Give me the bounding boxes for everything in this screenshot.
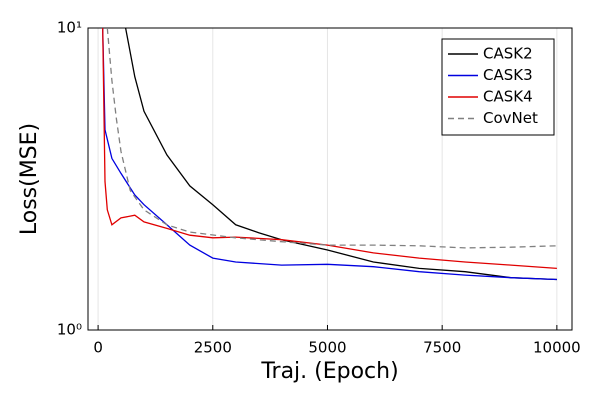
plot-area: [102, 28, 557, 281]
x-tick-label: 7500: [423, 339, 461, 357]
series-line: [102, 28, 557, 281]
legend-label: CASK4: [483, 88, 533, 106]
x-tick-label: 0: [93, 339, 103, 357]
legend-label: CASK2: [483, 45, 533, 63]
x-axis-label: Traj. (Epoch): [260, 359, 398, 384]
y-tick-label: 10⁰: [57, 321, 82, 339]
x-tick-label: 10000: [533, 339, 581, 357]
x-tick-label: 2500: [194, 339, 232, 357]
legend-label: CovNet: [483, 109, 538, 127]
plot-frame: [87, 27, 573, 331]
x-tick-label: 5000: [308, 339, 346, 357]
series-line: [106, 28, 557, 249]
series-line: [102, 28, 557, 270]
y-axis-label: Loss(MSE): [17, 123, 42, 235]
y-tick-label: 10¹: [57, 19, 82, 37]
legend-label: CASK3: [483, 66, 533, 84]
series-line: [124, 28, 557, 281]
